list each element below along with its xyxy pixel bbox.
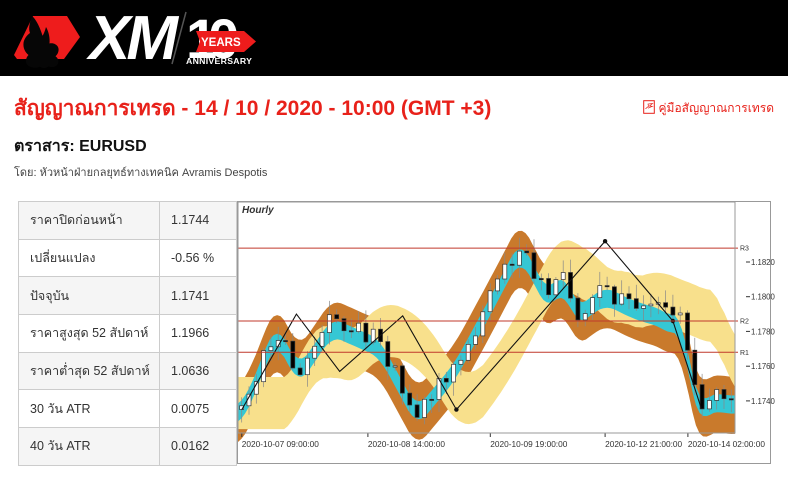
- svg-text:2020-10-07 09:00:00: 2020-10-07 09:00:00: [242, 439, 319, 449]
- svg-text:2020-10-14 02:00:00: 2020-10-14 02:00:00: [688, 439, 765, 449]
- svg-text:YEARS: YEARS: [201, 37, 241, 49]
- svg-text:Hourly: Hourly: [242, 205, 274, 216]
- svg-text:R3: R3: [740, 246, 749, 253]
- svg-text:ANNIVERSARY: ANNIVERSARY: [186, 56, 252, 66]
- svg-text:1.1760: 1.1760: [751, 362, 776, 371]
- svg-text:2020-10-09 19:00:00: 2020-10-09 19:00:00: [490, 439, 567, 449]
- svg-text:R1: R1: [740, 350, 749, 357]
- svg-text:1.1780: 1.1780: [751, 327, 776, 336]
- svg-text:2020-10-08 14:00:00: 2020-10-08 14:00:00: [368, 439, 445, 449]
- svg-text:XM: XM: [86, 4, 179, 73]
- svg-text:1.1740: 1.1740: [751, 397, 776, 406]
- svg-text:1.1800: 1.1800: [751, 293, 776, 302]
- svg-text:1.1820: 1.1820: [751, 258, 776, 267]
- svg-text:2020-10-12 21:00:00: 2020-10-12 21:00:00: [605, 439, 682, 449]
- svg-text:R2: R2: [740, 319, 749, 326]
